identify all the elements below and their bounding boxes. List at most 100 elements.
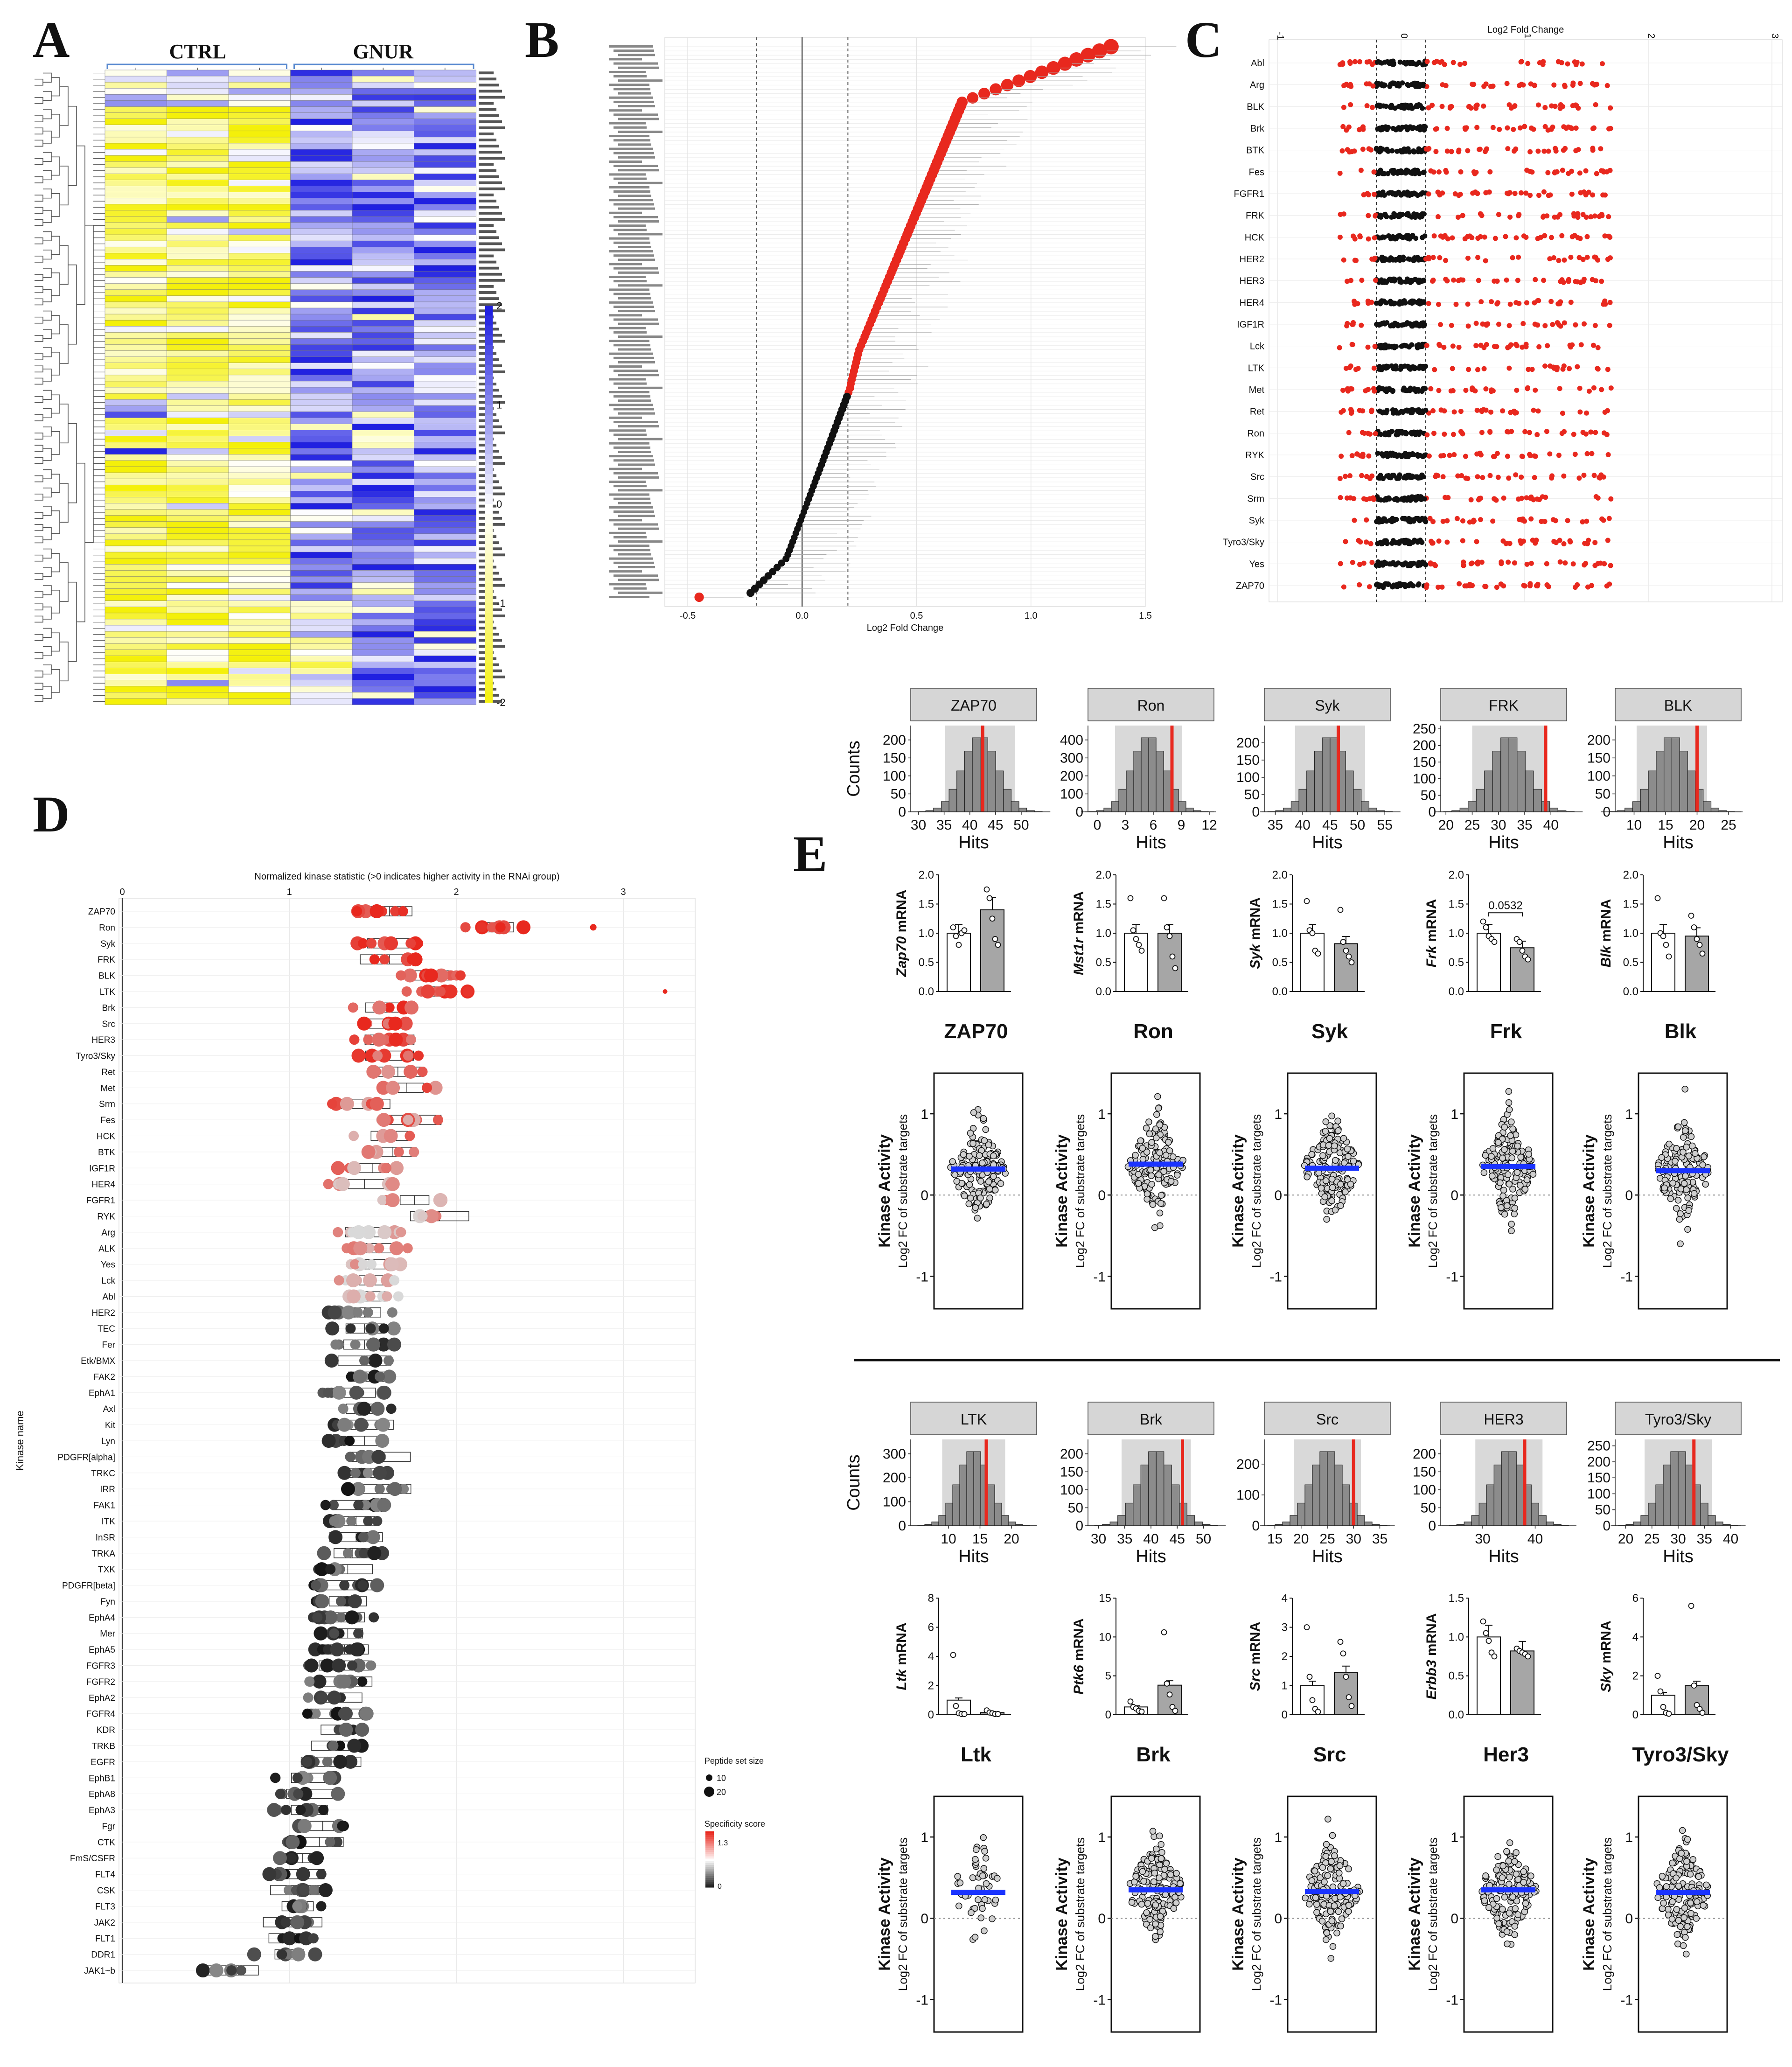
heatmap-cell — [352, 119, 415, 126]
kinase-label: HER3 — [91, 1035, 115, 1045]
peptide-label-mark — [618, 79, 662, 82]
peptide-point — [1490, 125, 1496, 130]
x-axis-label: Log2 Fold Change — [867, 623, 944, 633]
heatmap-cell — [167, 399, 229, 406]
kinase-peptide-point — [384, 1129, 398, 1143]
heatmap-cell — [167, 466, 229, 473]
mrna-y-axis-label: Syk mRNA — [1248, 897, 1263, 969]
kinase-label: CTK — [98, 1838, 115, 1848]
mrna-y-tick-label: 0.5 — [1449, 957, 1464, 969]
activity-point — [1155, 1171, 1163, 1179]
peptide-point — [1526, 367, 1531, 372]
dendrogram-branch — [51, 590, 60, 614]
kinase-peptide-point — [328, 1305, 342, 1320]
heatmap-cell — [105, 332, 167, 339]
kinase-label: IGF1R — [89, 1164, 115, 1173]
heatmap-cell — [352, 570, 415, 577]
heatmap-cell — [167, 503, 229, 510]
peptide-label-mark — [614, 408, 654, 411]
peptide-point — [1536, 102, 1541, 108]
dendrogram-branch — [60, 245, 69, 285]
peptide-point — [1474, 102, 1480, 108]
heatmap-cell — [352, 430, 415, 437]
heatmap-cell — [352, 662, 415, 669]
peptide-point — [1381, 82, 1387, 88]
peptide-label-mark — [609, 455, 653, 458]
kinase-peptide-point — [333, 1227, 343, 1237]
peptide-point — [1529, 367, 1535, 372]
activity-point — [1332, 1206, 1339, 1214]
kinase-label: IGF1R — [1237, 320, 1264, 330]
hist-x-tick-label: 35 — [1517, 817, 1532, 833]
peptide-point — [1429, 103, 1435, 108]
peptide-point — [1599, 212, 1604, 217]
heatmap-cell — [290, 180, 353, 187]
kinase-peptide-point — [346, 1515, 357, 1526]
kinase-peptide-point — [386, 1404, 397, 1414]
peptide-point — [1527, 496, 1533, 501]
peptide-point — [1569, 126, 1575, 131]
kinase-peptide-point — [455, 970, 466, 981]
peptide-point — [1430, 408, 1436, 413]
kinase-label: Arg — [101, 1228, 115, 1238]
kinase-peptide-point — [403, 1115, 413, 1125]
peptide-point — [1606, 516, 1612, 521]
peptide-point — [1407, 124, 1413, 130]
peptide-label-mark — [609, 237, 649, 240]
heatmap-cell — [167, 393, 229, 400]
peptide-point — [1430, 277, 1436, 283]
peptide-label-mark — [609, 288, 649, 291]
activity-point — [1173, 1172, 1181, 1179]
heatmap-cell — [290, 131, 353, 138]
peptide-point — [1533, 540, 1538, 546]
peptide-point — [1573, 126, 1579, 131]
hist-bar — [1468, 801, 1477, 812]
peptide-point — [1451, 277, 1457, 283]
kinase-label: HER4 — [91, 1180, 115, 1190]
peptide-point — [1490, 518, 1496, 524]
kinase-peptide-point — [358, 938, 369, 949]
heatmap-cell — [228, 527, 291, 534]
peptide-point — [1411, 148, 1416, 154]
heatmap-cell — [167, 76, 229, 83]
kinase-label: JAK2 — [94, 1918, 115, 1928]
kinase-peptide-point — [476, 922, 487, 933]
heatmap-cell — [414, 552, 476, 559]
peptide-point — [1562, 320, 1567, 326]
peptide-label-mark — [614, 139, 650, 142]
dendrogram-branch — [60, 404, 69, 444]
heatmap-cell — [352, 125, 415, 132]
row-label-mark — [479, 145, 499, 148]
dendrogram-branch — [35, 127, 43, 135]
heatmap-cell — [105, 625, 167, 632]
peptide-label-mark — [618, 348, 651, 351]
heatmap-cell — [352, 271, 415, 278]
peptide-point — [1436, 538, 1442, 544]
heatmap-cell — [290, 607, 353, 614]
heatmap-cell — [290, 112, 353, 119]
heatmap-cell — [105, 210, 167, 217]
heatmap-cell — [414, 399, 476, 406]
heatmap-cell — [105, 88, 167, 95]
heatmap-cell — [167, 246, 229, 254]
legend-gradient — [705, 1850, 714, 1852]
peptide-point — [694, 592, 704, 602]
hist-bar — [1163, 770, 1171, 812]
heatmap-cell — [290, 393, 353, 400]
peptide-label-mark — [614, 356, 654, 359]
heatmap-cell — [105, 234, 167, 241]
peptide-label-mark — [618, 591, 662, 594]
peptide-point — [1352, 517, 1357, 523]
heatmap-cell — [290, 466, 353, 473]
heatmap-cell — [105, 356, 167, 363]
heatmap-cell — [290, 363, 353, 370]
peptide-label-mark — [609, 173, 646, 176]
heatmap-cell — [167, 326, 229, 333]
kinase-peptide-point — [270, 1773, 280, 1783]
activity-point — [979, 1159, 986, 1166]
peptide-point — [1447, 453, 1452, 458]
heatmap-cell — [105, 643, 167, 650]
dendrogram-branch — [51, 510, 60, 534]
heatmap-cell — [414, 430, 476, 437]
pvalue-bracket — [1488, 912, 1523, 917]
